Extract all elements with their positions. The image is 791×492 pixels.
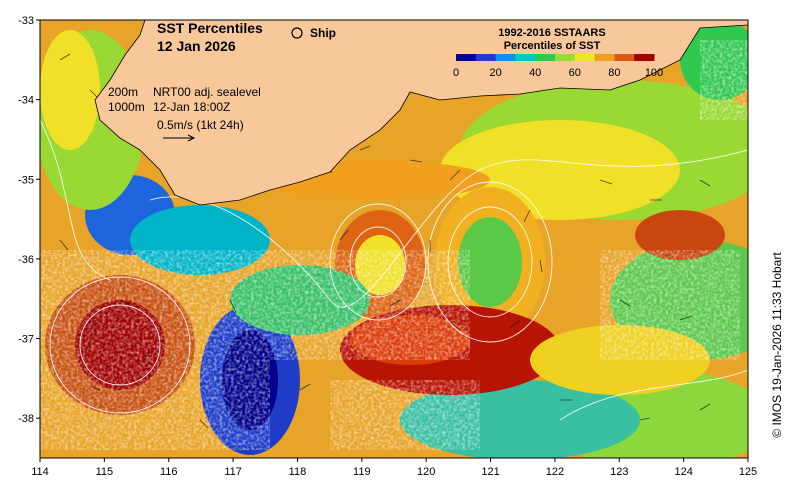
map-title: SST Percentiles	[157, 20, 263, 36]
copyright-label: © IMOS 19-Jan-2026 11:33 Hobart	[770, 252, 784, 438]
x-tick-label: 121	[481, 466, 499, 478]
x-tick-label: 118	[289, 466, 307, 478]
x-tick-label: 117	[224, 466, 242, 478]
australia-coastline	[94, 20, 748, 206]
colorbar-tick-label: 0	[453, 67, 459, 79]
x-axis: 114 115 116 117 118 119 120 121 122 123 124 125	[31, 458, 757, 478]
x-tick-label: 115	[96, 466, 114, 478]
colorbar-swatch	[574, 54, 596, 61]
x-tick-label: 124	[674, 466, 692, 478]
contour-depth-1000: 1000m	[108, 100, 145, 114]
x-tick-label: 120	[417, 466, 435, 478]
y-axis: -33 -34 -35 -36 -37 -38	[18, 15, 40, 425]
current-scale-arrow-icon	[163, 134, 196, 142]
colorbar-tick-label: 40	[529, 67, 541, 79]
colorbar-tick-label: 80	[608, 67, 620, 79]
y-tick-label: -33	[18, 15, 34, 27]
y-tick-label: -37	[18, 334, 34, 346]
y-tick-label: -35	[18, 174, 34, 186]
contour-legend-source: NRT00 adj. sealevel	[153, 85, 261, 99]
colorbar-swatch	[475, 54, 497, 61]
colorbar-tick-label: 100	[645, 67, 663, 79]
colorbar-swatch	[614, 54, 635, 61]
colorbar-swatch	[555, 54, 576, 61]
colorbar-swatch	[634, 54, 655, 61]
x-tick-label: 123	[610, 466, 628, 478]
ship-marker-icon	[291, 27, 303, 39]
current-scale-label: 0.5m/s (1kt 24h)	[157, 118, 244, 132]
contour-depth-200: 200m	[108, 85, 138, 99]
plot-frame	[39, 19, 749, 459]
ship-label: Ship	[310, 26, 336, 40]
colorbar-swatch	[456, 54, 477, 61]
colorbar-swatch	[535, 54, 556, 61]
colorbar-ticks: 0 20 40 60 80 100	[453, 67, 663, 79]
colorbar-tick-label: 60	[569, 67, 581, 79]
colorbar-swatch	[515, 54, 536, 61]
colorbar-tick-label: 20	[489, 67, 501, 79]
contour-legend-time: 12-Jan 18:00Z	[153, 100, 230, 114]
sst-field	[40, 20, 748, 458]
y-tick-label: -36	[18, 254, 34, 266]
y-tick-label: -34	[18, 95, 34, 107]
x-tick-label: 119	[353, 466, 371, 478]
x-tick-label: 114	[31, 466, 49, 478]
colorbar-title: 1992-2016 SSTAARS	[498, 27, 605, 39]
colorbar-swatch	[495, 54, 516, 61]
x-tick-label: 125	[739, 466, 757, 478]
map-date: 12 Jan 2026	[157, 38, 236, 54]
x-tick-label: 122	[546, 466, 564, 478]
x-tick-label: 116	[160, 466, 178, 478]
colorbar-swatch	[594, 54, 615, 61]
y-tick-label: -38	[18, 413, 34, 425]
colorbar-subtitle: Percentiles of SST	[504, 40, 601, 52]
colorbar	[456, 54, 655, 61]
